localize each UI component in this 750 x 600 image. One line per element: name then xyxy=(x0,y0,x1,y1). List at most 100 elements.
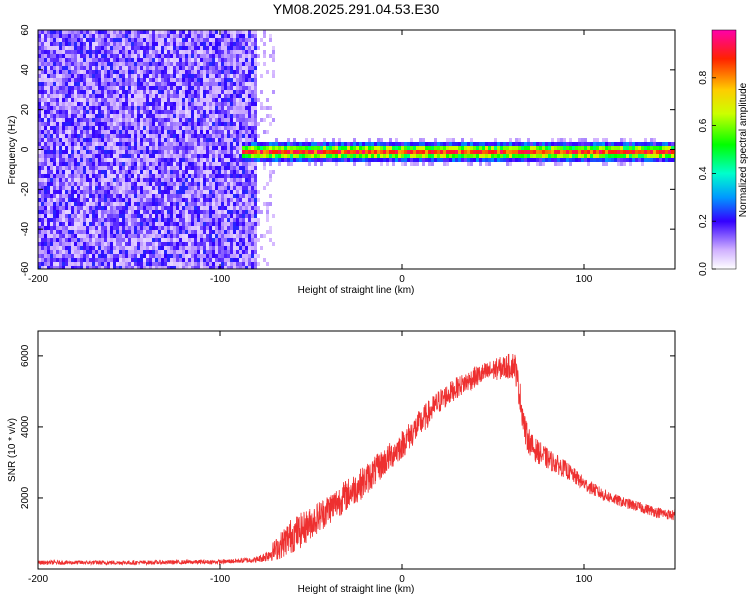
spectrogram-cell xyxy=(65,98,68,102)
spectrogram-cell xyxy=(173,266,176,269)
spectrogram-cell xyxy=(257,122,260,126)
spectrogram-cell xyxy=(83,66,86,70)
spectrogram-cell xyxy=(260,210,263,214)
spectrogram-cell xyxy=(47,254,50,258)
spectrogram-cell xyxy=(506,146,509,150)
spectrogram-cell xyxy=(236,42,239,46)
spectrogram-cell xyxy=(179,182,182,186)
spectrogram-cell xyxy=(215,258,218,262)
spectrogram-cell xyxy=(224,258,227,262)
spectrogram-cell xyxy=(158,62,161,66)
spectrogram-cell xyxy=(266,218,269,222)
spectrogram-cell xyxy=(359,150,362,154)
spectrogram-cell xyxy=(71,162,74,166)
spectrogram-cell xyxy=(224,106,227,110)
spectrogram-cell xyxy=(518,158,521,162)
spectrogram-cell xyxy=(128,114,131,118)
spectrogram-cell xyxy=(341,150,344,154)
spectrogram-cell xyxy=(104,146,107,150)
spectrogram-cell xyxy=(539,150,542,154)
spectrogram-cell xyxy=(155,46,158,50)
spectrogram-cell xyxy=(62,230,65,234)
spectrogram-cell xyxy=(197,130,200,134)
spectrogram-cell xyxy=(230,166,233,170)
spectrogram-cell xyxy=(41,238,44,242)
spectrogram-cell xyxy=(260,146,263,150)
spectrogram-cell xyxy=(227,82,230,86)
spectrogram-cell xyxy=(266,114,269,118)
spectrogram-cell xyxy=(188,154,191,158)
spectrogram-cell xyxy=(197,110,200,114)
spectrogram-cell xyxy=(173,62,176,66)
spectrogram-cell xyxy=(233,122,236,126)
spectrogram-cell xyxy=(77,222,80,226)
spectrogram-cell xyxy=(410,154,413,158)
spectrogram-cell xyxy=(131,110,134,114)
spectrogram-cell xyxy=(98,102,101,106)
spectrogram-cell xyxy=(107,226,110,230)
spectrogram-cell xyxy=(212,234,215,238)
spectrogram-cell xyxy=(131,106,134,110)
spectrogram-cell xyxy=(113,38,116,42)
spectrogram-cell xyxy=(314,162,317,166)
spectrogram-cell xyxy=(239,134,242,138)
spectrogram-cell xyxy=(206,58,209,62)
spectrogram-cell xyxy=(95,162,98,166)
spectrogram-cell xyxy=(242,154,245,158)
spectrogram-cell xyxy=(155,86,158,90)
spectrogram-cell xyxy=(275,142,278,146)
spectrogram-cell xyxy=(125,206,128,210)
spectrogram-cell xyxy=(59,178,62,182)
spectrogram-cell xyxy=(62,202,65,206)
spectrogram-cell xyxy=(416,154,419,158)
spectrogram-cell xyxy=(122,54,125,58)
spectrogram-cell xyxy=(161,142,164,146)
spectrogram-cell xyxy=(59,106,62,110)
spectrogram-cell xyxy=(56,214,59,218)
spectrogram-cell xyxy=(89,234,92,238)
spectrogram-cell xyxy=(134,102,137,106)
spectrogram-cell xyxy=(77,54,80,58)
spectrogram-cell xyxy=(41,82,44,86)
spectrogram-cell xyxy=(89,210,92,214)
spectrogram-cell xyxy=(140,114,143,118)
spectrogram-cell xyxy=(62,154,65,158)
spectrogram-cell xyxy=(71,42,74,46)
spectrogram-cell xyxy=(224,130,227,134)
spectrogram-cell xyxy=(170,214,173,218)
spectrogram-cell xyxy=(215,46,218,50)
spectrogram-cell xyxy=(242,222,245,226)
spectrogram-cell xyxy=(470,142,473,146)
spectrogram-cell xyxy=(230,62,233,66)
spectrogram-cell xyxy=(245,130,248,134)
spectrogram-cell xyxy=(251,206,254,210)
spectrogram-cell xyxy=(41,110,44,114)
spectrogram-cell xyxy=(50,210,53,214)
spectrogram-cell xyxy=(86,182,89,186)
spectrogram-cell xyxy=(443,154,446,158)
spectrogram-cell xyxy=(161,266,164,269)
spectrogram-cell xyxy=(353,138,356,142)
spectrogram-cell xyxy=(149,90,152,94)
spectrogram-cell xyxy=(200,90,203,94)
spectrogram-cell xyxy=(176,126,179,130)
spectrogram-cell xyxy=(77,210,80,214)
spectrogram-cell xyxy=(164,214,167,218)
spectrogram-cell xyxy=(107,214,110,218)
spectrogram-cell xyxy=(122,238,125,242)
spectrogram-cell xyxy=(329,142,332,146)
spectrogram-cell xyxy=(209,130,212,134)
spectrogram-cell xyxy=(218,62,221,66)
spectrogram-cell xyxy=(158,222,161,226)
spectrogram-cell xyxy=(539,162,542,166)
spectrogram-cell xyxy=(413,142,416,146)
spectrogram-cell xyxy=(179,230,182,234)
spectrogram-cell xyxy=(59,122,62,126)
spectrogram-cell xyxy=(143,118,146,122)
spectrogram-cell xyxy=(122,226,125,230)
spectrogram-cell xyxy=(125,122,128,126)
spectrogram-cell xyxy=(125,230,128,234)
spectrogram-cell xyxy=(104,98,107,102)
spectrogram-cell xyxy=(134,110,137,114)
spectrogram-cell xyxy=(164,206,167,210)
